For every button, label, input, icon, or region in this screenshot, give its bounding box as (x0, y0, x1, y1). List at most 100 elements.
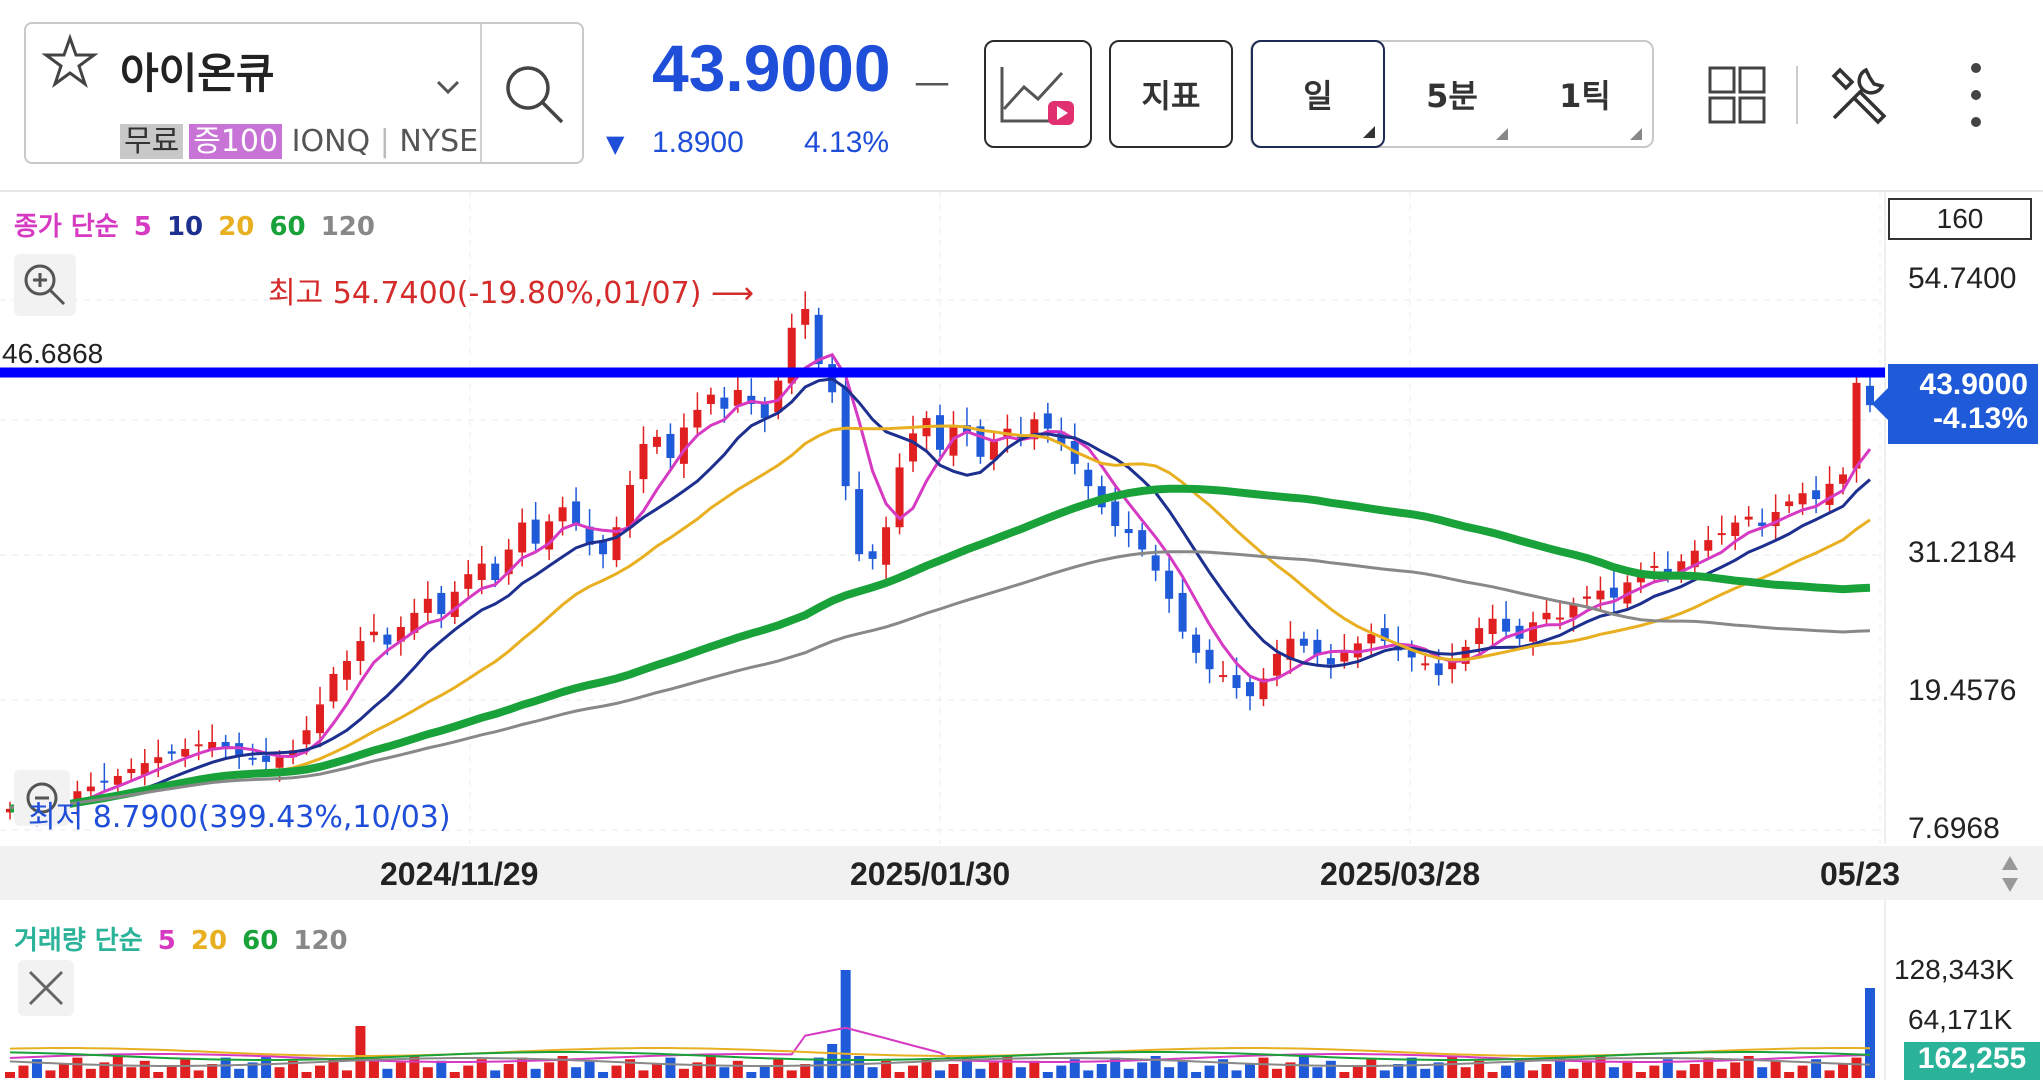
ma-legend-120: 120 (320, 212, 375, 242)
volume-bar (867, 1067, 878, 1078)
volume-bar (571, 1067, 582, 1078)
volume-bar (1811, 1059, 1822, 1078)
volume-bar (247, 1062, 258, 1078)
candle-body (181, 748, 190, 757)
candle-body (221, 741, 230, 749)
chart-video-button[interactable] (984, 40, 1092, 148)
divider (0, 190, 2043, 192)
volume-bar (1218, 1059, 1229, 1078)
candle-body (1717, 533, 1726, 536)
candle-body (612, 527, 621, 561)
ma-legend-60: 60 (269, 212, 306, 242)
y-tick: 7.6968 (1908, 812, 2000, 845)
candle-body (356, 641, 365, 661)
candle-body (289, 750, 298, 758)
candle-body (140, 763, 149, 775)
volume-bar (1541, 1064, 1552, 1078)
candle-body (531, 519, 540, 544)
close-volume-button[interactable] (18, 960, 74, 1016)
volume-bar (935, 1070, 945, 1078)
candle-body (1178, 592, 1187, 632)
ma-legend: 종가 단순 5 10 20 60 120 (14, 206, 381, 243)
volume-bar (1568, 1068, 1579, 1078)
candle-body (113, 775, 122, 785)
y-tick: 54.7400 (1908, 262, 2017, 295)
down-arrow-icon: ▼ (606, 130, 625, 158)
current-price-tag: 43.9000 -4.13% (1872, 364, 2038, 444)
candle-body (504, 549, 513, 575)
candle-body (396, 626, 405, 642)
volume-tick: 128,343K (1894, 954, 2014, 985)
candle-body (383, 634, 392, 645)
volume-bar (598, 1072, 609, 1078)
candle-body (572, 501, 581, 524)
indicator-button[interactable]: 지표 (1109, 40, 1233, 148)
candle-body (1704, 540, 1713, 551)
volume-bar (436, 1060, 447, 1078)
candle-body (1866, 385, 1874, 406)
candle-body (1488, 618, 1497, 635)
volume-bar (975, 1068, 986, 1078)
candle-body (909, 433, 918, 462)
layout-grid-icon[interactable] (1708, 66, 1766, 124)
volume-bar (692, 1062, 703, 1078)
period-5min[interactable]: 5분 (1388, 40, 1516, 148)
volume-bar (651, 1064, 662, 1078)
volume-bar (517, 1057, 528, 1078)
candle-body (342, 660, 351, 680)
candle-body (1205, 649, 1214, 670)
volume-bar (45, 1070, 56, 1078)
candle-body (477, 563, 486, 581)
candle-body (1650, 565, 1659, 568)
volume-bar (625, 1059, 635, 1078)
candle-body (989, 441, 998, 460)
volume-bar (1042, 1072, 1053, 1078)
candle-body (962, 425, 971, 433)
candle-body (1475, 628, 1484, 644)
candle-body (706, 394, 715, 405)
candle-body (976, 426, 985, 457)
volume-chart[interactable] (0, 900, 2043, 1080)
candle-body (639, 443, 648, 480)
volume-bar (1838, 1064, 1849, 1078)
volume-bar (1231, 1070, 1242, 1078)
stock-name: 아이온큐 (120, 49, 275, 98)
volume-bar (1379, 1070, 1390, 1078)
volume-bar (1204, 1065, 1215, 1078)
volume-bar (1649, 1065, 1660, 1078)
volume-bar (449, 1072, 460, 1078)
hline-value: 46.6868 (2, 338, 104, 369)
zoom-in-button[interactable] (14, 254, 76, 316)
volume-ma-120-line (9, 1057, 1871, 1067)
tag-margin: 증100 (189, 124, 283, 159)
stock-selector[interactable] (24, 22, 584, 164)
volume-bar (1150, 1056, 1161, 1078)
volume-bar (1083, 1070, 1094, 1078)
price-chart[interactable] (0, 192, 2043, 844)
volume-bar (1056, 1065, 1067, 1078)
candle-body (1839, 474, 1848, 484)
volume-bar (1298, 1056, 1309, 1078)
stock-tags: 무료 증100 IONQ | NYSE (120, 116, 482, 160)
candle-count[interactable]: 160 (1888, 198, 2032, 240)
candle-body (423, 598, 432, 613)
volume-bar (705, 1056, 716, 1078)
search-icon[interactable] (500, 60, 570, 130)
candle-body (801, 308, 810, 325)
volume-bar (1352, 1065, 1363, 1078)
volume-bar (1460, 1067, 1471, 1078)
tools-icon[interactable] (1826, 62, 1890, 126)
more-vertical-icon[interactable] (1964, 60, 1988, 130)
volume-bar (207, 1064, 218, 1078)
candle-body (316, 704, 324, 734)
period-1tick[interactable]: 1틱 (1520, 40, 1650, 148)
candle-body (1272, 653, 1281, 676)
zoom-out-button[interactable] (14, 770, 70, 826)
candle-body (599, 541, 608, 555)
current-price-tag-pct: -4.13% (1932, 402, 2028, 435)
divider (1796, 66, 1798, 124)
star-icon[interactable] (40, 32, 100, 92)
chevron-down-icon[interactable] (434, 78, 462, 98)
period-day[interactable]: 일 (1251, 40, 1385, 148)
scroll-updown-icon[interactable] (2000, 854, 2020, 894)
